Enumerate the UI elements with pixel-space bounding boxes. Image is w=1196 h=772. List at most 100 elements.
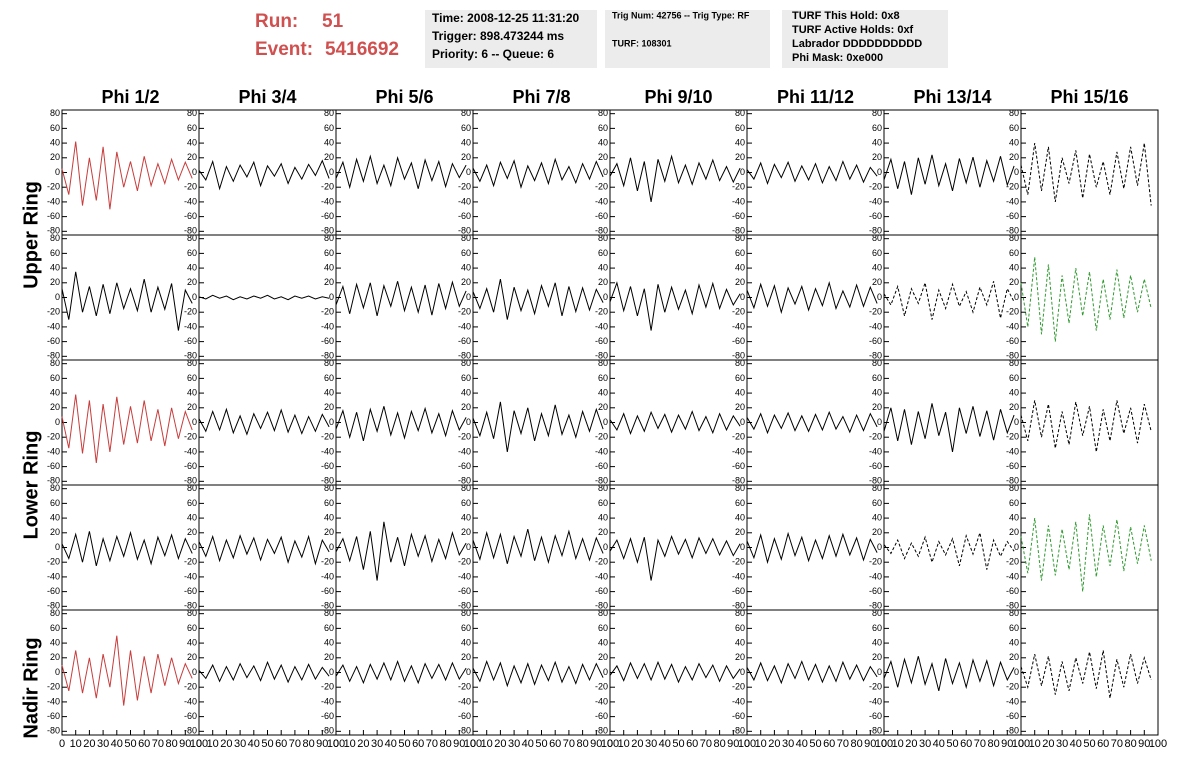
y-tick-label: 0 xyxy=(877,417,882,427)
x-tick-label: 10 xyxy=(892,738,904,750)
y-tick-label: 80 xyxy=(50,233,60,243)
waveform xyxy=(472,157,604,189)
y-tick-label: 40 xyxy=(187,137,197,147)
y-tick-label: 20 xyxy=(1009,527,1019,537)
y-tick-label: -80 xyxy=(47,476,60,486)
y-tick-label: 20 xyxy=(735,152,745,162)
y-tick-label: -80 xyxy=(184,726,197,736)
y-tick-label: 40 xyxy=(324,512,334,522)
y-tick-label: 80 xyxy=(187,483,197,493)
ring-label: Upper Ring xyxy=(20,181,42,289)
x-tick-label: 40 xyxy=(1070,738,1082,750)
x-tick-label: 0 xyxy=(744,738,750,750)
y-tick-label: -80 xyxy=(1006,601,1019,611)
y-tick-label: -20 xyxy=(732,557,745,567)
y-tick-label: 80 xyxy=(598,108,608,118)
info-line: Trig Num: 42756 -- Trig Type: RF xyxy=(612,10,750,20)
y-tick-label: 60 xyxy=(735,248,745,258)
y-tick-label: 20 xyxy=(324,652,334,662)
y-tick-label: -40 xyxy=(47,196,60,206)
panel-frame xyxy=(609,109,748,236)
y-tick-label: -60 xyxy=(184,211,197,221)
panel-frame xyxy=(746,484,885,611)
x-tick-label: 0 xyxy=(1018,738,1024,750)
y-tick-label: 80 xyxy=(187,233,197,243)
y-tick-label: -40 xyxy=(458,446,471,456)
x-tick-label: 30 xyxy=(1056,738,1068,750)
y-tick-label: 60 xyxy=(324,248,334,258)
panel-frame xyxy=(335,234,474,361)
y-tick-label: -40 xyxy=(321,196,334,206)
y-tick-label: -80 xyxy=(732,601,745,611)
panel-frame xyxy=(1020,609,1159,736)
waveform xyxy=(61,141,193,210)
y-tick-label: -40 xyxy=(321,321,334,331)
panel-frame xyxy=(198,234,337,361)
x-tick-label: 100 xyxy=(190,738,208,750)
panel-frame xyxy=(61,484,200,611)
x-tick-label: 0 xyxy=(59,738,65,750)
y-tick-label: 20 xyxy=(598,277,608,287)
x-tick-label: 60 xyxy=(549,738,561,750)
y-tick-label: 60 xyxy=(735,123,745,133)
y-tick-label: -40 xyxy=(595,321,608,331)
y-tick-label: -80 xyxy=(732,726,745,736)
x-tick-label: 70 xyxy=(152,738,164,750)
y-tick-label: -60 xyxy=(869,211,882,221)
y-tick-label: 20 xyxy=(187,652,197,662)
y-tick-label: 40 xyxy=(1009,512,1019,522)
panel-frame xyxy=(61,234,200,361)
y-tick-label: 20 xyxy=(872,152,882,162)
y-tick-label: -60 xyxy=(184,586,197,596)
info-line: Phi Mask: 0xe000 xyxy=(792,52,883,64)
y-tick-label: 60 xyxy=(461,498,471,508)
x-tick-label: 90 xyxy=(1138,738,1150,750)
y-tick-label: -20 xyxy=(1006,432,1019,442)
waveform xyxy=(198,407,330,436)
panel-frame xyxy=(746,109,885,236)
y-tick-label: 20 xyxy=(1009,652,1019,662)
y-tick-label: 40 xyxy=(598,262,608,272)
y-tick-label: 20 xyxy=(324,152,334,162)
x-tick-label: 90 xyxy=(1001,738,1013,750)
y-tick-label: -20 xyxy=(458,432,471,442)
waveform xyxy=(883,281,1015,320)
y-tick-label: 0 xyxy=(740,292,745,302)
y-tick-label: 60 xyxy=(1009,123,1019,133)
x-tick-label: 30 xyxy=(782,738,794,750)
y-tick-label: -60 xyxy=(184,461,197,471)
y-tick-label: 0 xyxy=(192,417,197,427)
y-tick-label: 20 xyxy=(324,277,334,287)
y-tick-label: -80 xyxy=(458,601,471,611)
info-line: TURF: 108301 xyxy=(612,38,672,48)
waveform xyxy=(198,660,330,684)
y-tick-label: 20 xyxy=(50,527,60,537)
y-tick-label: 40 xyxy=(461,137,471,147)
y-tick-label: -40 xyxy=(184,571,197,581)
x-tick-label: 40 xyxy=(659,738,671,750)
y-tick-label: 20 xyxy=(735,527,745,537)
y-tick-label: 0 xyxy=(877,167,882,177)
y-tick-label: 20 xyxy=(872,277,882,287)
y-tick-label: 80 xyxy=(1009,483,1019,493)
x-tick-label: 30 xyxy=(97,738,109,750)
x-tick-label: 80 xyxy=(713,738,725,750)
y-tick-label: 60 xyxy=(1009,498,1019,508)
y-tick-label: 60 xyxy=(187,248,197,258)
y-tick-label: 20 xyxy=(50,152,60,162)
y-tick-label: -80 xyxy=(732,226,745,236)
x-tick-label: 80 xyxy=(1124,738,1136,750)
y-tick-label: 0 xyxy=(329,417,334,427)
y-tick-label: 60 xyxy=(461,123,471,133)
x-tick-label: 0 xyxy=(607,738,613,750)
x-tick-label: 80 xyxy=(576,738,588,750)
y-tick-label: -20 xyxy=(595,682,608,692)
y-tick-label: -80 xyxy=(732,476,745,486)
y-tick-label: -60 xyxy=(732,461,745,471)
y-tick-label: 60 xyxy=(1009,373,1019,383)
y-tick-label: -80 xyxy=(47,726,60,736)
y-tick-label: 20 xyxy=(598,652,608,662)
x-tick-label: 40 xyxy=(933,738,945,750)
panel-frame xyxy=(61,109,200,236)
y-tick-label: 40 xyxy=(50,387,60,397)
